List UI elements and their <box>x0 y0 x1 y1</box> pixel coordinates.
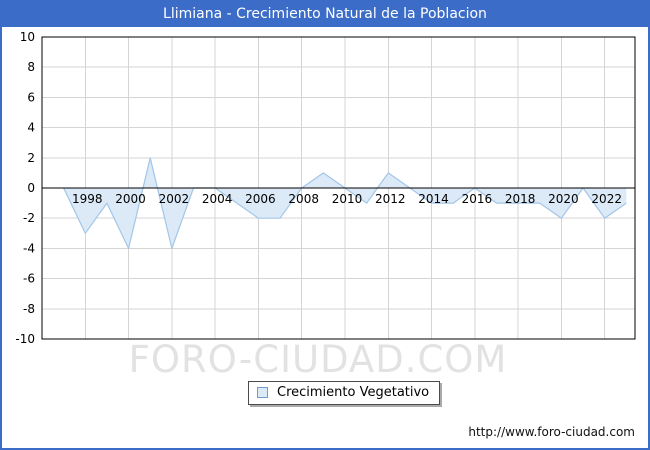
svg-text:8: 8 <box>27 60 35 74</box>
svg-text:10: 10 <box>20 30 35 44</box>
svg-text:1998: 1998 <box>72 192 103 206</box>
svg-text:2012: 2012 <box>375 192 406 206</box>
svg-text:2000: 2000 <box>115 192 146 206</box>
svg-text:-8: -8 <box>23 302 35 316</box>
chart-title: Llimiana - Crecimiento Natural de la Pob… <box>2 2 648 27</box>
svg-text:2014: 2014 <box>418 192 449 206</box>
svg-text:2020: 2020 <box>548 192 579 206</box>
svg-text:2022: 2022 <box>591 192 622 206</box>
svg-text:2: 2 <box>27 151 35 165</box>
svg-text:-6: -6 <box>23 272 35 286</box>
svg-text:-4: -4 <box>23 241 35 255</box>
svg-text:-10: -10 <box>15 332 35 346</box>
svg-text:0: 0 <box>27 181 35 195</box>
watermark: FORO-CIUDAD.COM <box>128 338 508 381</box>
footer-url-link[interactable]: http://www.foro-ciudad.com <box>468 425 635 439</box>
svg-text:2018: 2018 <box>505 192 536 206</box>
legend-label: Crecimiento Vegetativo <box>277 385 430 400</box>
svg-text:2016: 2016 <box>462 192 493 206</box>
svg-text:6: 6 <box>27 90 35 104</box>
svg-text:2004: 2004 <box>202 192 233 206</box>
legend: Crecimiento Vegetativo <box>248 381 441 405</box>
svg-text:2010: 2010 <box>332 192 363 206</box>
svg-text:2002: 2002 <box>159 192 190 206</box>
legend-marker-icon <box>257 387 268 398</box>
svg-text:2006: 2006 <box>245 192 276 206</box>
svg-text:2008: 2008 <box>288 192 319 206</box>
svg-text:-2: -2 <box>23 211 35 225</box>
svg-text:4: 4 <box>27 121 35 135</box>
